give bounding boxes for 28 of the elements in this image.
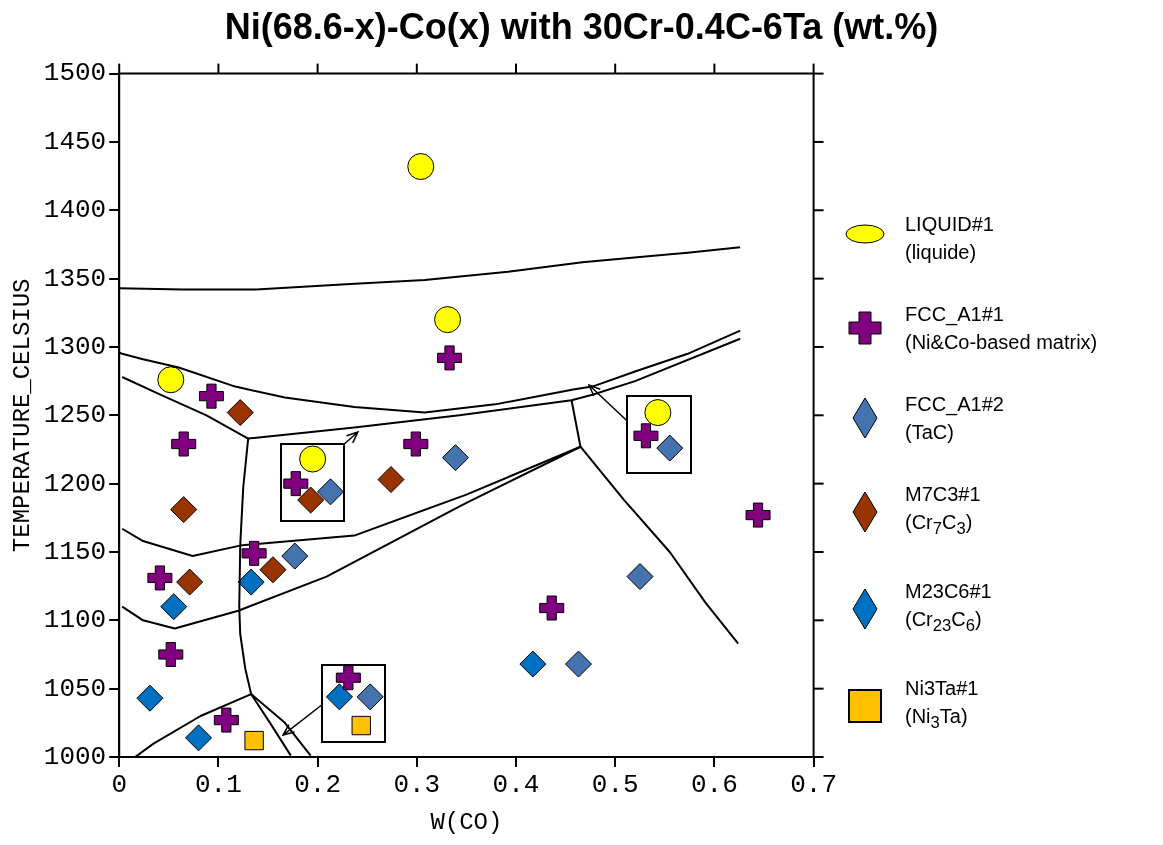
x-tick-label: 0.5 (591, 770, 639, 801)
y-tick-label: 1450 (43, 126, 107, 157)
x-axis-title: W(CO) (430, 808, 503, 836)
legend-label: Ni3Ta#1 (Ni$_{3}$Ta) (905, 676, 979, 734)
x-tick-label: 0.3 (393, 770, 441, 801)
y-tick-label: 1350 (43, 263, 107, 294)
x-tick-label: 0.4 (492, 770, 540, 801)
legend-label: FCC_A1#1 (Ni&Co-based matrix) (905, 302, 1098, 355)
x-tick-label: 0.2 (294, 770, 342, 801)
legend-label: M23C6#1 (Cr$_{23}$C$_{6}$) (905, 579, 992, 637)
y-tick-label: 1150 (43, 536, 107, 567)
x-tick-label: 0 (111, 770, 128, 801)
x-tick-label: 0.7 (790, 770, 837, 801)
y-tick-label: 1250 (43, 400, 107, 431)
x-tick-label: 0.1 (195, 770, 242, 801)
y-tick-label: 1100 (43, 605, 107, 636)
x-tick-label: 0.6 (690, 770, 738, 801)
y-tick-label: 1500 (43, 58, 107, 89)
y-tick-label: 1400 (43, 195, 107, 226)
legend-label: M7C3#1 (Cr$_{7}$C$_{3}$) (905, 482, 981, 540)
legend-label: FCC_A1#2 (TaC) (905, 392, 1004, 445)
y-tick-label: 1200 (43, 468, 107, 499)
y-axis-title: TEMPERATURE_CELSIUS (8, 278, 36, 553)
y-tick-label: 1000 (43, 741, 107, 772)
chart-title: Ni(68.6-x)-Co(x) with 30Cr-0.4C-6Ta (wt.%) (223, 6, 940, 48)
y-tick-label: 1300 (43, 331, 107, 362)
y-tick-label: 1050 (43, 673, 107, 704)
legend-label: LIQUID#1 (liquide) (905, 212, 994, 265)
